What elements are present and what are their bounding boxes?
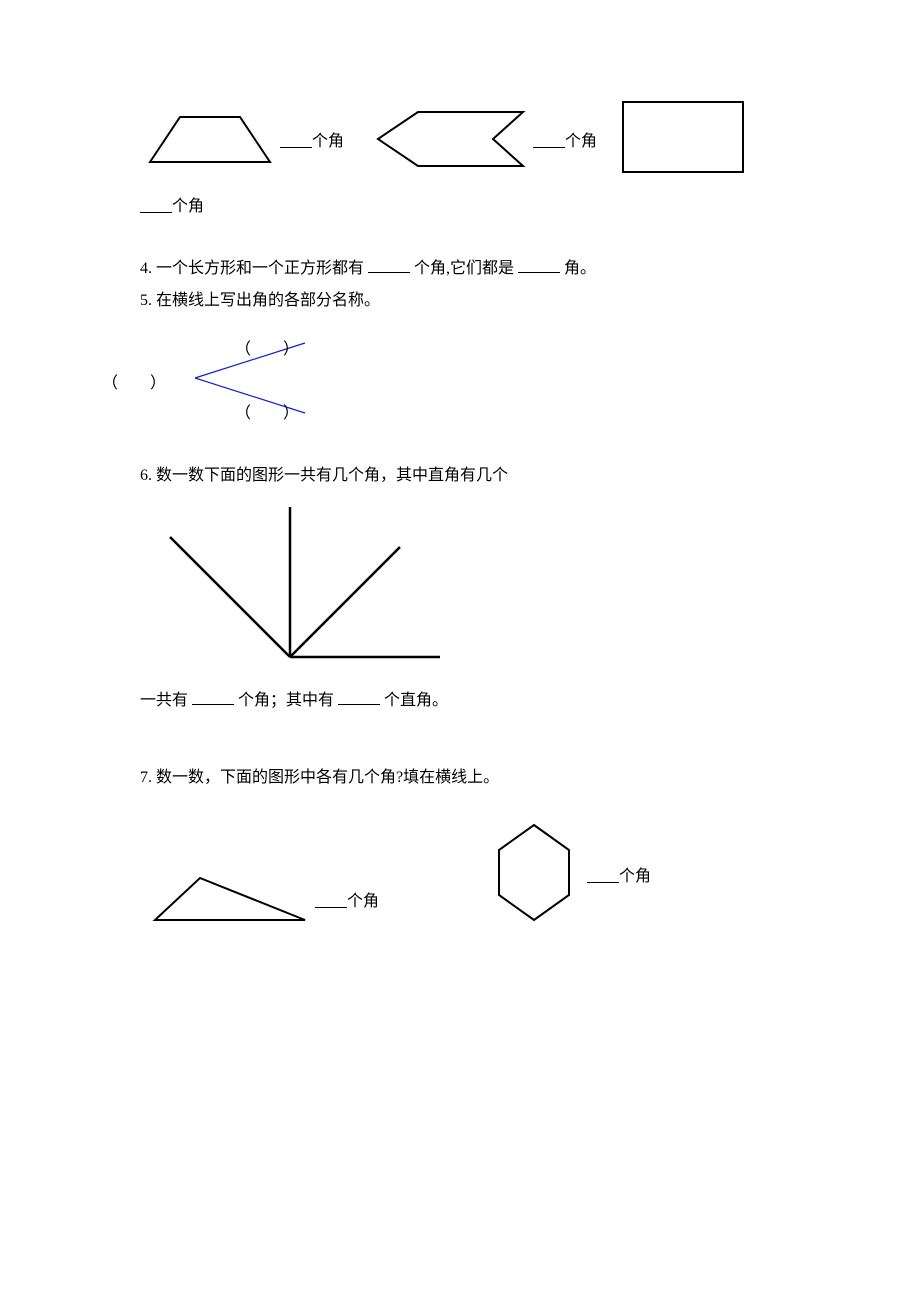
label-triangle: 个角 <box>347 887 379 911</box>
blank-arrow[interactable] <box>533 131 565 148</box>
blank-hexagon[interactable] <box>587 866 619 883</box>
rectangle-item <box>621 100 749 178</box>
blank-triangle[interactable] <box>315 891 347 908</box>
q6-blank1[interactable] <box>192 688 234 705</box>
q6-ans-c: 个直角。 <box>384 692 448 709</box>
trapezoid-icon <box>140 107 280 172</box>
shapes-row: 个角 个角 个角 <box>140 100 780 216</box>
rectangle-icon <box>621 100 749 178</box>
label-rectangle: 个角 <box>172 192 204 216</box>
edge2-paren: （ ） <box>235 399 299 423</box>
q7-shapes-row: 个角 个角 <box>140 820 780 928</box>
vertex-paren-open: （ ） <box>102 369 166 393</box>
q6-answer-line: 一共有 个角；其中有 个直角。 <box>140 686 780 710</box>
arrow-shape-icon <box>368 104 533 174</box>
fan-icon <box>140 507 460 667</box>
q7-text: 7. 数一数，下面的图形中各有几个角?填在横线上。 <box>140 765 780 791</box>
q4-blank2[interactable] <box>518 256 560 273</box>
label-hexagon: 个角 <box>619 862 651 886</box>
label-arrow: 个角 <box>565 127 597 151</box>
trapezoid-item: 个角 <box>140 107 344 172</box>
edge1-paren: （ ） <box>235 335 299 359</box>
triangle-icon <box>140 870 315 928</box>
q6-ans-b: 个角；其中有 <box>238 692 334 709</box>
q4-part-a: 4. 一个长方形和一个正方形都有 <box>140 260 364 277</box>
q6-blank2[interactable] <box>338 688 380 705</box>
q6-fan-diagram <box>140 507 780 672</box>
label-trapezoid: 个角 <box>312 127 344 151</box>
hexagon-icon <box>489 820 581 928</box>
arrow-item: 个角 <box>368 104 597 174</box>
worksheet-page: 个角 个角 个角 4. 一个长方形和一个正方形都有 个角,它们都是 角。 5. … <box>0 0 920 988</box>
q6-ans-a: 一共有 <box>140 692 188 709</box>
blank-rectangle[interactable] <box>140 196 172 213</box>
q6-text: 6. 数一数下面的图形一共有几个角，其中直角有几个 <box>140 463 780 489</box>
q4-part-b: 个角,它们都是 <box>414 260 514 277</box>
q4-text: 4. 一个长方形和一个正方形都有 个角,它们都是 角。 <box>140 256 780 282</box>
rectangle-blank-line: 个角 <box>140 192 204 216</box>
q5-text: 5. 在横线上写出角的各部分名称。 <box>140 288 780 314</box>
q4-blank1[interactable] <box>368 256 410 273</box>
q5-angle-diagram: （ ） （ ） （ ） <box>140 333 340 423</box>
q4-part-c: 角。 <box>564 260 596 277</box>
triangle-item: 个角 <box>140 870 379 928</box>
hexagon-item: 个角 <box>489 820 651 928</box>
blank-trapezoid[interactable] <box>280 131 312 148</box>
